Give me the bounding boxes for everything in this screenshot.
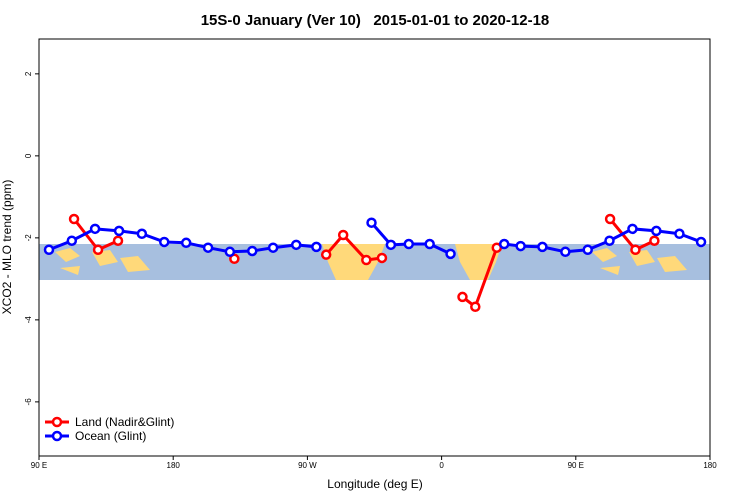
legend-marker [51,416,63,428]
data-point [112,235,124,246]
y-tick-label: 2 [24,71,33,76]
data-point [604,213,616,225]
x-tick-label: 90 E [31,461,47,470]
data-point [515,240,526,252]
x-axis-title: Longitude (deg E) [327,477,422,491]
legend-label: Land (Nadir&Glint) [75,415,174,429]
data-point [674,228,685,240]
data-point [320,249,332,260]
data-point [89,223,101,235]
data-point [43,244,55,256]
x-tick-label: 0 [439,461,444,470]
data-point [361,254,372,266]
data-point [630,244,641,256]
data-point [311,241,322,253]
data-point [445,248,456,260]
data-point [627,223,638,235]
y-tick-label: -6 [24,398,33,406]
data-point [470,301,481,312]
data-point [267,242,279,253]
data-point [560,246,571,258]
data-point [403,238,415,250]
data-point [376,252,388,264]
y-tick-label: 0 [24,153,33,158]
data-point [582,244,593,256]
data-point [66,235,78,246]
data-point [136,228,148,240]
y-axis-title: XCO2 - MLO trend (ppm) [0,180,14,315]
y-tick-label: -2 [24,234,33,242]
x-tick-label: 90 E [568,461,584,470]
data-point [424,238,435,250]
data-point [202,242,214,253]
data-point [649,235,660,246]
data-point [229,253,240,265]
data-point [224,246,236,258]
plot-frame [38,38,711,457]
data-point [290,239,302,251]
data-point [246,245,258,257]
data-point [385,239,397,251]
data-point [651,225,662,237]
x-tick-label: 90 W [298,461,317,470]
data-point [457,291,468,303]
data-point [159,236,170,248]
data-point [92,244,104,256]
data-point [113,225,125,237]
x-tick-label: 180 [167,461,181,470]
data-point [68,213,80,225]
data-point [695,236,707,248]
x-tick-label: 180 [703,461,717,470]
data-point [498,238,510,250]
data-point [337,229,349,241]
data-point [180,237,192,249]
data-point [366,217,377,228]
y-tick-label: -4 [24,316,33,324]
map-background [39,244,710,280]
data-point [537,241,548,253]
legend-label: Ocean (Glint) [75,429,146,443]
data-point [604,235,615,246]
chart-title: 15S-0 January (Ver 10) 2015-01-01 to 202… [201,12,550,29]
legend-marker [51,430,63,442]
